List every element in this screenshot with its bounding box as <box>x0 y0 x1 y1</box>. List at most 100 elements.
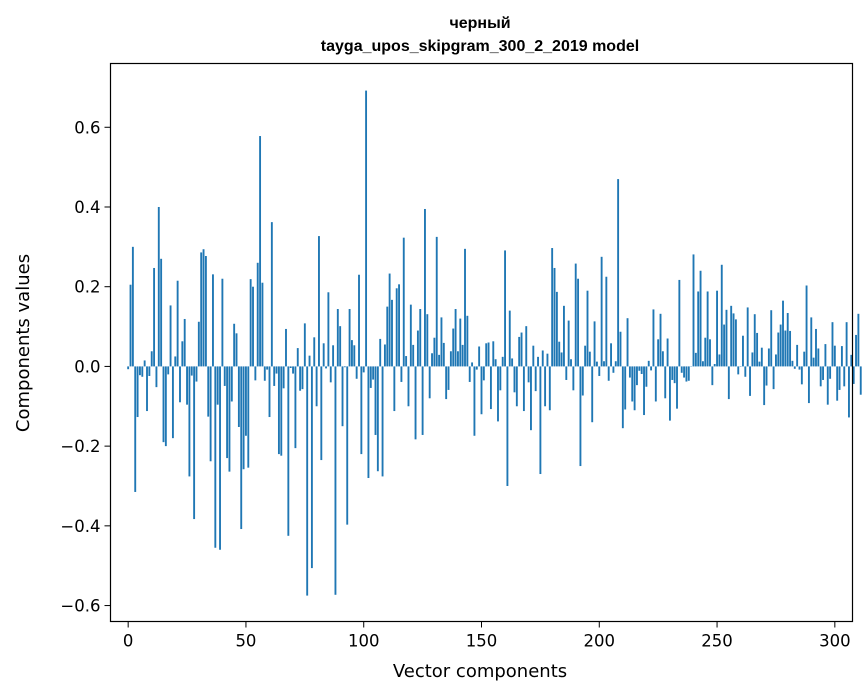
x-tick-label: 300 <box>819 632 851 651</box>
bar <box>664 366 667 399</box>
bar <box>358 274 360 367</box>
bar <box>336 309 339 367</box>
bar <box>565 366 568 380</box>
bar <box>513 366 516 393</box>
bar <box>188 366 191 477</box>
bar <box>558 341 561 367</box>
bar <box>859 366 862 395</box>
bar <box>824 344 827 367</box>
x-axis: 0 50 100 150 200 250 300 <box>123 621 851 651</box>
bar <box>346 366 349 525</box>
bar <box>268 366 271 418</box>
bar <box>148 366 151 376</box>
bar <box>779 324 782 367</box>
bar <box>551 248 554 367</box>
bar <box>134 366 137 492</box>
bar <box>315 366 318 407</box>
bar <box>499 366 502 391</box>
bar <box>694 352 697 367</box>
bar <box>367 366 370 479</box>
bar <box>322 343 325 367</box>
bar <box>570 359 572 367</box>
bar <box>701 361 704 367</box>
bar <box>452 328 455 367</box>
bar <box>247 366 250 468</box>
bar <box>537 356 539 367</box>
bar <box>440 317 443 367</box>
bar <box>508 310 511 367</box>
bar <box>459 318 462 367</box>
bar <box>775 354 777 367</box>
bar <box>442 342 445 367</box>
bar <box>732 313 735 367</box>
bar <box>431 353 433 367</box>
bar <box>560 352 563 367</box>
bar <box>428 366 431 399</box>
bar <box>447 366 450 390</box>
bar <box>659 313 662 367</box>
bar <box>751 352 754 367</box>
bar <box>207 366 210 417</box>
x-axis-label: Vector components <box>393 661 567 682</box>
bar <box>669 366 671 421</box>
bar <box>310 366 313 569</box>
bar <box>393 366 396 412</box>
bar <box>840 346 843 367</box>
bar <box>744 366 747 377</box>
bar <box>807 366 810 404</box>
bar <box>306 366 309 596</box>
bar <box>817 348 820 367</box>
bar <box>480 366 483 415</box>
bar <box>737 366 740 375</box>
bar <box>329 366 332 383</box>
bar <box>424 208 426 367</box>
x-tick-label: 50 <box>235 632 256 651</box>
bar <box>831 322 834 367</box>
bar <box>275 366 278 374</box>
bar <box>525 326 528 367</box>
bar <box>593 321 596 367</box>
bar <box>351 340 353 367</box>
bar <box>706 291 709 367</box>
bar <box>716 290 718 367</box>
bar <box>143 360 146 367</box>
bar <box>671 366 674 380</box>
chart-title: черный <box>449 15 510 32</box>
bar <box>770 310 773 367</box>
bar <box>577 278 580 367</box>
bar <box>553 267 556 367</box>
bar <box>699 270 702 367</box>
bar <box>318 236 320 367</box>
bar <box>527 366 530 383</box>
bar <box>826 366 829 405</box>
bar <box>718 354 721 367</box>
bar <box>850 354 853 367</box>
bar <box>680 366 683 373</box>
bar <box>624 366 627 410</box>
bar <box>235 333 238 367</box>
bar <box>219 366 221 550</box>
bar <box>654 366 657 402</box>
bar <box>643 366 645 416</box>
bar <box>515 366 518 407</box>
bar <box>270 222 273 367</box>
bar <box>320 366 323 461</box>
y-tick-label: 0.4 <box>74 198 100 217</box>
bar <box>753 314 756 367</box>
bar <box>628 366 631 378</box>
bar <box>174 356 177 367</box>
bar <box>607 366 610 381</box>
bar <box>162 366 165 443</box>
bar <box>171 366 174 439</box>
bar <box>829 366 832 379</box>
bar <box>482 366 485 381</box>
bar <box>546 353 549 367</box>
bar <box>838 366 841 390</box>
bar <box>600 256 603 367</box>
bar <box>758 361 761 367</box>
x-tick-label: 200 <box>584 632 616 651</box>
bar <box>150 351 153 367</box>
x-tick-label: 0 <box>123 632 134 651</box>
bar <box>640 366 643 374</box>
bar <box>176 280 179 367</box>
